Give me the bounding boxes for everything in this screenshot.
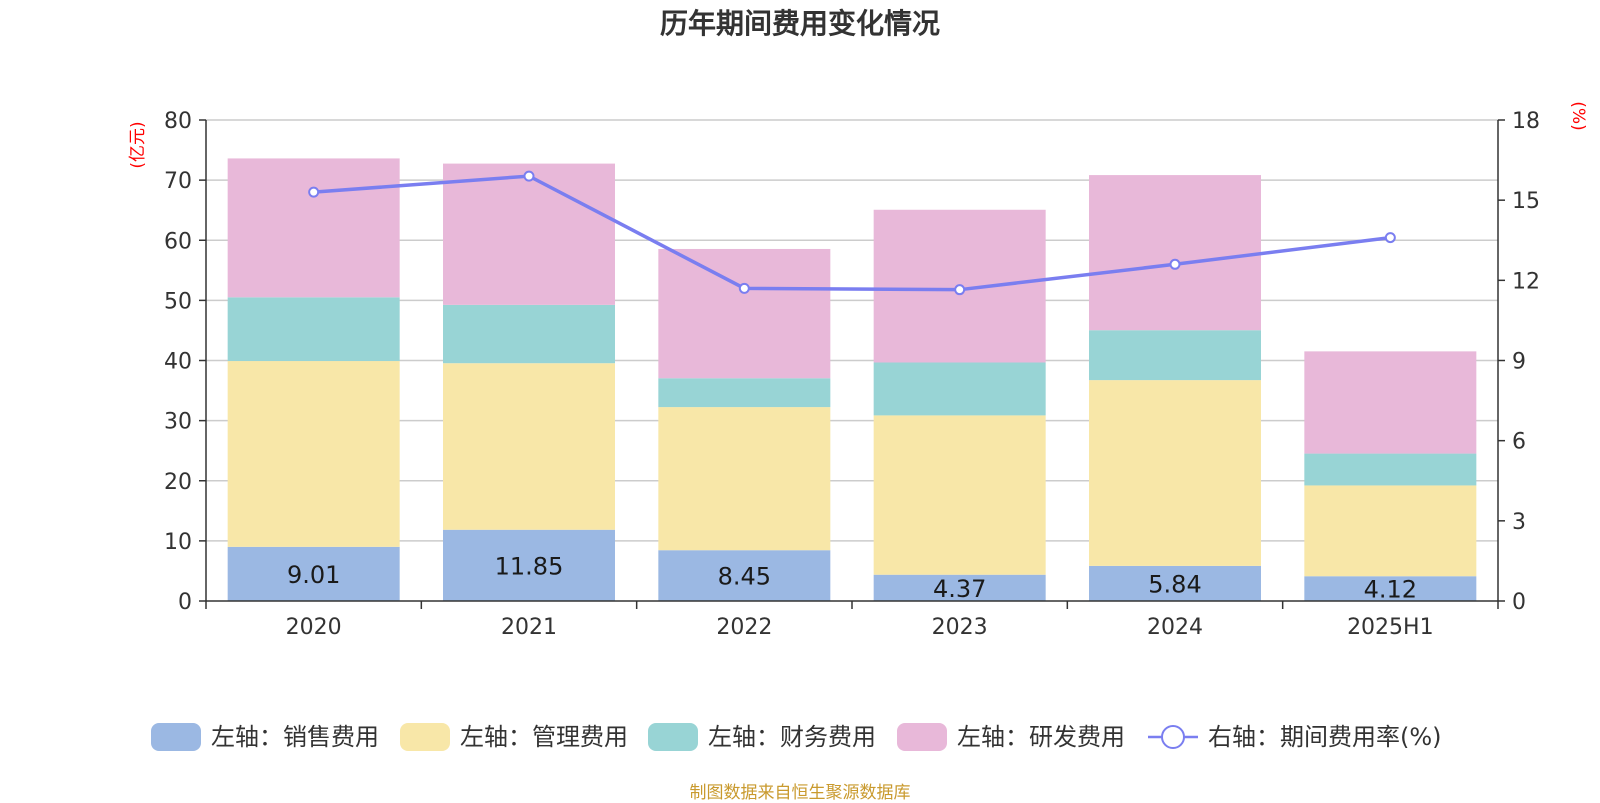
rate-line	[313, 174, 1391, 292]
legend-label: 左轴：销售费用	[211, 723, 379, 751]
right-tick-label: 18	[1512, 109, 1540, 134]
right-axis-unit: (%)	[1568, 101, 1588, 130]
chart-title: 历年期间费用变化情况	[659, 7, 940, 40]
bar-segment	[443, 163, 615, 305]
bar-segment	[227, 361, 400, 547]
left-tick-label: 70	[164, 169, 192, 194]
left-tick-label: 10	[164, 530, 192, 555]
x-tick-label: 2022	[716, 615, 772, 640]
rate-point	[523, 170, 535, 182]
legend-swatch	[400, 723, 450, 751]
left-axis-unit: (亿元)	[128, 121, 148, 168]
bar-segment	[1089, 380, 1261, 566]
legend-label: 左轴：研发费用	[957, 723, 1125, 751]
bar-segment	[1304, 453, 1477, 486]
legend-label: 左轴：财务费用	[708, 723, 876, 751]
bar-segment	[227, 158, 400, 298]
bar-segment	[1089, 330, 1261, 381]
bar-segment	[443, 529, 615, 601]
right-tick-label: 0	[1512, 590, 1526, 615]
bar-segment	[1304, 351, 1477, 454]
bar-value-label: 8.45	[718, 563, 771, 591]
legend-swatch	[648, 723, 698, 751]
bar-value-label: 5.84	[1148, 570, 1201, 598]
data-source-note: 制图数据来自恒生聚源数据库	[689, 783, 911, 803]
bar-segment	[1304, 576, 1477, 601]
x-tick-label: 2021	[501, 615, 557, 640]
right-tick-label: 9	[1512, 350, 1526, 375]
legend-swatch	[897, 723, 947, 751]
right-tick-label: 6	[1512, 430, 1526, 455]
left-tick-label: 60	[164, 229, 192, 254]
bar-segment	[227, 546, 400, 601]
x-tick-label: 2020	[286, 615, 342, 640]
bar-value-label: 4.12	[1364, 576, 1417, 604]
bar-value-label: 9.01	[287, 561, 340, 589]
bar-segment	[443, 304, 615, 364]
bar-segment	[1304, 485, 1477, 577]
bar-segment	[658, 407, 831, 551]
bar-segment	[1089, 175, 1261, 331]
bar-segment	[873, 362, 1046, 416]
rate-point	[1169, 258, 1181, 270]
bar-segment	[227, 297, 400, 362]
left-tick-label: 30	[164, 410, 192, 435]
rate-point	[738, 282, 750, 294]
bar-segment	[658, 248, 831, 379]
right-tick-label: 3	[1512, 510, 1526, 535]
left-tick-label: 20	[164, 470, 192, 495]
legend-swatch-marker	[1161, 725, 1185, 749]
bar-segment	[658, 550, 831, 601]
x-tick-label: 2023	[932, 615, 988, 640]
left-tick-label: 0	[178, 590, 192, 615]
left-tick-label: 40	[164, 350, 192, 375]
bar-segment	[1089, 565, 1261, 601]
bar-value-label: 4.37	[933, 575, 986, 603]
rate-point	[1384, 232, 1396, 244]
x-tick-label: 2025H1	[1347, 615, 1434, 640]
left-tick-label: 80	[164, 109, 192, 134]
bar-segment	[658, 378, 831, 408]
x-tick-label: 2024	[1147, 615, 1203, 640]
bar-segment	[873, 415, 1046, 575]
left-tick-label: 50	[164, 289, 192, 314]
legend-swatch	[151, 723, 201, 751]
bar-segment	[443, 363, 615, 530]
bar-segment	[873, 574, 1046, 601]
rate-point	[954, 284, 966, 296]
right-tick-label: 12	[1512, 269, 1540, 294]
right-tick-label: 15	[1512, 189, 1540, 214]
rate-point	[308, 186, 320, 198]
legend-label: 左轴：管理费用	[460, 723, 628, 751]
bar-value-label: 11.85	[495, 552, 564, 580]
legend-label: 右轴：期间费用率(%)	[1208, 723, 1442, 751]
